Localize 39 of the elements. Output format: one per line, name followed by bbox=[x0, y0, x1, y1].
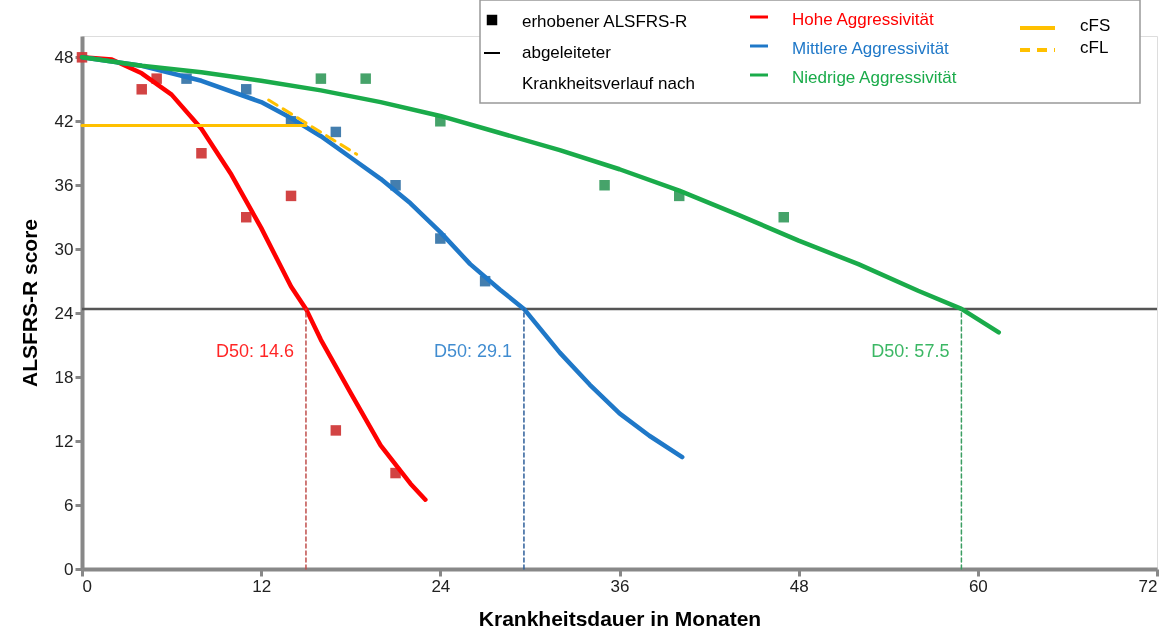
y-tick-label: 30 bbox=[54, 239, 74, 259]
y-tick-label: 18 bbox=[54, 367, 74, 387]
y-tick-label: 48 bbox=[54, 47, 74, 67]
x-tick-label: 24 bbox=[431, 576, 451, 596]
y-tick-label: 24 bbox=[54, 303, 74, 323]
x-tick-label: 36 bbox=[610, 576, 630, 596]
y-tick-label: 42 bbox=[54, 111, 74, 131]
y-tick-label: 36 bbox=[54, 175, 74, 195]
legend-label: Hohe Aggressivität bbox=[792, 10, 935, 29]
point bbox=[240, 211, 252, 223]
point bbox=[330, 425, 342, 436]
annotation: D50: 14.6 bbox=[215, 340, 294, 361]
y-tick-label: 12 bbox=[54, 431, 74, 451]
legend-label: cFL bbox=[1080, 38, 1109, 57]
point bbox=[196, 148, 207, 159]
y-axis-title: ALSFRS-R score bbox=[17, 218, 41, 388]
annotation: abgeleiteter Krankheitsverlauf nach bbox=[522, 43, 695, 93]
point bbox=[136, 84, 147, 95]
x-tick-label: 72 bbox=[1138, 576, 1158, 596]
legend-label: cFS bbox=[1080, 16, 1111, 35]
x-tick-label: 0 bbox=[82, 576, 92, 596]
legend-label: Niedrige Aggressivität bbox=[792, 68, 957, 87]
point bbox=[778, 211, 789, 223]
y-tick-label: 0 bbox=[64, 559, 74, 579]
point bbox=[240, 84, 252, 95]
x-tick-label: 60 bbox=[968, 576, 988, 596]
point bbox=[360, 73, 371, 84]
legend-label: Mittlere Aggressivität bbox=[792, 39, 950, 58]
x-tick-label: 48 bbox=[789, 576, 809, 596]
y-tick-label: 6 bbox=[64, 495, 74, 515]
point bbox=[599, 180, 610, 191]
x-axis-title: Krankheitsdauer in Monaten bbox=[478, 606, 762, 630]
x-tick-label: 12 bbox=[252, 576, 272, 596]
point bbox=[330, 126, 342, 138]
annotation: D50: 57.5 bbox=[871, 340, 950, 361]
point bbox=[285, 190, 297, 202]
text: erhobener ALSFRS-R bbox=[522, 12, 688, 31]
point bbox=[315, 73, 327, 84]
annotation: D50: 29.1 bbox=[433, 340, 512, 361]
